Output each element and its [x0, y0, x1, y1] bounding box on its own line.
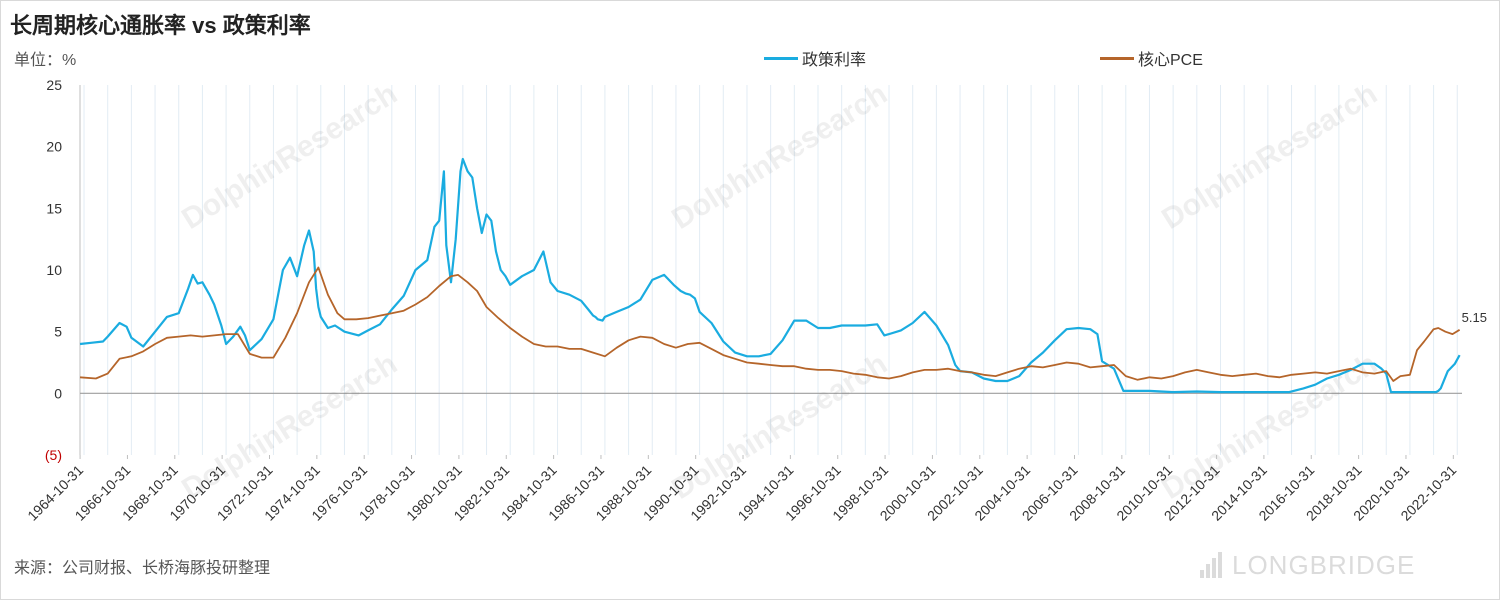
watermark-text: DolphinResearch: [1156, 77, 1383, 236]
watermark-brand: LONGBRIDGE: [1232, 550, 1416, 580]
unit-label: 单位：%: [14, 52, 77, 69]
y-tick-label: (5): [45, 447, 62, 463]
data-label-end: 5.15: [1462, 310, 1487, 325]
y-tick-label: 0: [54, 385, 62, 401]
legend-label-policy: 政策利率: [802, 52, 867, 69]
legend-swatch-policy: [764, 56, 798, 60]
legend-swatch-pce: [1100, 56, 1134, 60]
legend-item-policy-rate: 政策利率: [764, 46, 866, 70]
watermark-dolphin: DolphinResearch: [666, 77, 893, 236]
watermark-text: DolphinResearch: [176, 77, 403, 236]
watermark-text: DolphinResearch: [666, 77, 893, 236]
chart-title: 长周期核心通胀率 vs 政策利率: [10, 13, 311, 38]
y-tick-label: 10: [46, 262, 62, 278]
y-tick-label: 15: [46, 200, 62, 216]
source-note: 来源：公司财报、长桥海豚投研整理: [14, 560, 271, 577]
series-line-policy-rate: [79, 157, 1461, 394]
legend-item-core-pce: 核心PCE: [1100, 46, 1203, 70]
y-tick-label: 25: [46, 77, 62, 93]
watermark-dolphin: DolphinResearch: [176, 77, 403, 236]
longbridge-watermark-logo: LONGBRIDGE: [1200, 552, 1415, 578]
legend-label-pce: 核心PCE: [1138, 52, 1203, 69]
y-tick-label: 5: [54, 324, 62, 340]
series-line-core-pce: [79, 266, 1461, 382]
y-tick-label: 20: [46, 139, 62, 155]
watermark-dolphin: DolphinResearch: [1156, 77, 1383, 236]
